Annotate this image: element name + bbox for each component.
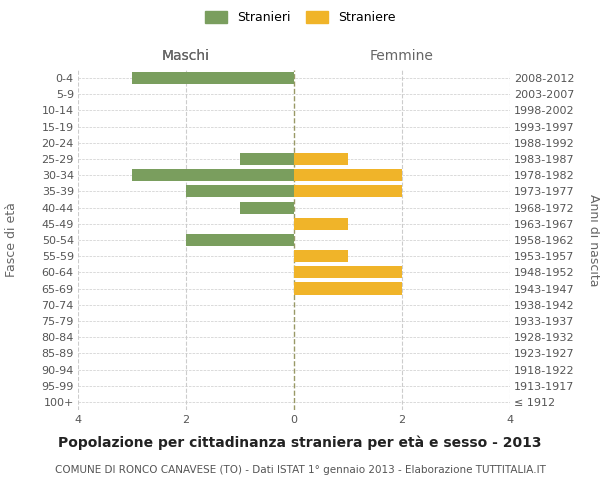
Bar xyxy=(294,186,402,198)
Bar xyxy=(294,218,348,230)
Bar xyxy=(294,250,348,262)
Text: Maschi: Maschi xyxy=(162,49,210,63)
Bar xyxy=(186,234,294,246)
Bar xyxy=(294,282,402,294)
Bar xyxy=(294,266,402,278)
Bar xyxy=(240,202,294,213)
Bar xyxy=(294,153,348,165)
Bar xyxy=(132,169,294,181)
Bar xyxy=(240,153,294,165)
Text: COMUNE DI RONCO CANAVESE (TO) - Dati ISTAT 1° gennaio 2013 - Elaborazione TUTTIT: COMUNE DI RONCO CANAVESE (TO) - Dati IST… xyxy=(55,465,545,475)
Text: Fasce di età: Fasce di età xyxy=(5,202,19,278)
Bar xyxy=(186,186,294,198)
Text: Anni di nascita: Anni di nascita xyxy=(587,194,600,286)
Legend: Stranieri, Straniere: Stranieri, Straniere xyxy=(199,6,401,29)
Bar xyxy=(294,169,402,181)
Text: Femmine: Femmine xyxy=(370,48,434,62)
Bar xyxy=(132,72,294,84)
Text: Maschi: Maschi xyxy=(162,48,210,62)
Text: Popolazione per cittadinanza straniera per età e sesso - 2013: Popolazione per cittadinanza straniera p… xyxy=(58,435,542,450)
